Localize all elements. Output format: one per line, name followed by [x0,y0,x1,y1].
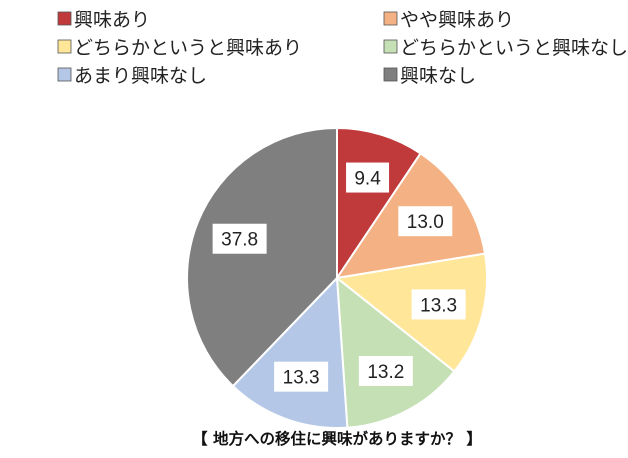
pie-slice [335,275,456,429]
value-label: 13.2 [367,362,404,383]
legend-label: どちらかというと興味なし [400,37,628,59]
legend-swatch [383,67,398,82]
value-label: 13.3 [420,295,457,316]
value-label: 37.8 [221,230,258,251]
value-labels: 9.4 13.0 13.3 13.2 13.3 37.8 [212,162,466,392]
legend-label: 興味なし [400,65,476,87]
value-label-box [411,289,466,320]
legend-label: どちらかというと興味あり [74,37,302,59]
legend-swatch [383,11,398,26]
value-label-box [398,206,453,237]
value-label-box [346,162,390,193]
value-label-box [212,223,267,254]
legend-swatch [57,11,72,26]
chart-title: 【 地方への移住に興味がありますか？ 】 [192,429,482,448]
legend-label: 興味あり [74,9,150,31]
pie-slices [186,126,488,429]
value-label-box [358,355,413,386]
value-label: 13.0 [407,212,444,233]
legend-label: あまり興味なし [74,65,207,87]
value-label: 9.4 [354,169,381,190]
legend-label: やや興味あり [400,9,514,31]
value-label-box [274,361,329,392]
legend-swatch [57,39,72,54]
legend-swatch [383,39,398,54]
legend-swatch [57,67,72,82]
value-label: 13.3 [283,368,320,389]
pie-slice [186,126,338,388]
